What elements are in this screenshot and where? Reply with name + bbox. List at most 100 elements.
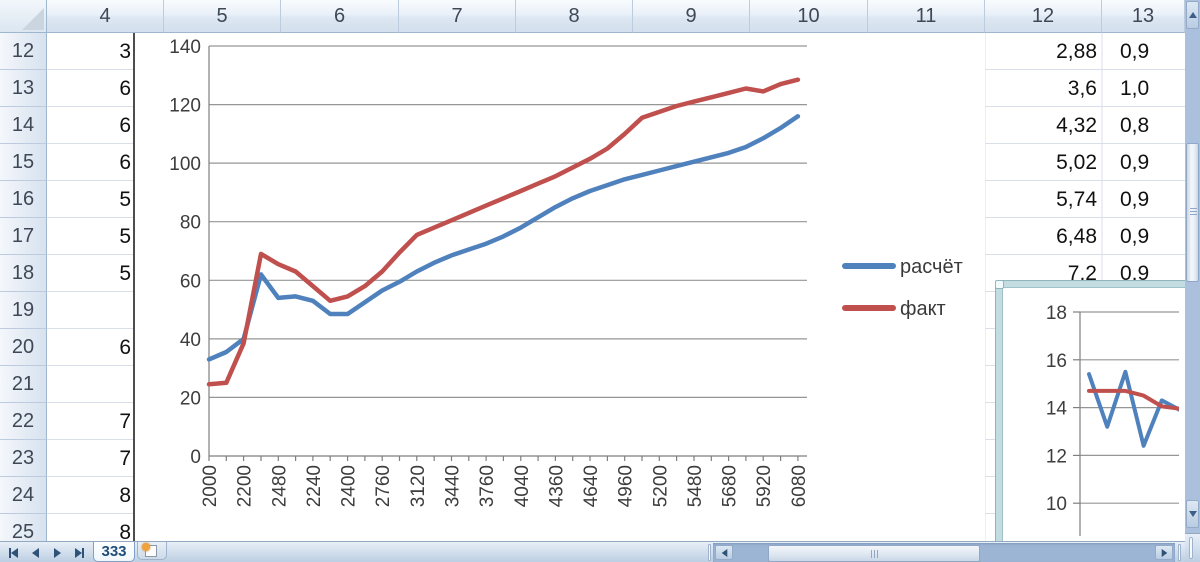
sheet-tab-bar: 333 <box>0 541 1185 562</box>
column-header-12[interactable]: 12 <box>985 0 1102 33</box>
vertical-scroll-thumb[interactable] <box>1186 143 1199 282</box>
row-header-16[interactable]: 16 <box>0 181 47 218</box>
next-sheet-button[interactable] <box>48 545 67 560</box>
row-header-14[interactable]: 14 <box>0 107 47 144</box>
x-axis-tick-label: 3760 <box>477 465 498 507</box>
row-header-12[interactable]: 12 <box>0 33 47 70</box>
cell-col12-row12[interactable]: 2,88 <box>1056 39 1097 63</box>
scroll-down-button[interactable] <box>1186 500 1199 528</box>
vertical-scrollbar[interactable] <box>1185 0 1200 562</box>
column-header-7[interactable]: 7 <box>399 0 516 33</box>
row-header-15[interactable]: 15 <box>0 144 47 181</box>
scroll-up-button[interactable] <box>1186 1 1199 29</box>
cell-col13-row16[interactable]: 0,9 <box>1120 187 1150 211</box>
first-sheet-button[interactable] <box>4 545 23 560</box>
tab-scroll-splitter[interactable] <box>708 544 711 561</box>
x-axis-tick-label: 2240 <box>304 465 325 507</box>
scroll-right-button[interactable] <box>1155 545 1173 560</box>
last-sheet-button[interactable] <box>70 545 89 560</box>
cell-col13-row13[interactable]: 1,0 <box>1120 76 1150 100</box>
row-header-24[interactable]: 24 <box>0 477 47 514</box>
y-axis-tick-label: 0 <box>190 447 201 468</box>
x-axis-tick-label: 2400 <box>339 465 360 507</box>
legend-label-расчёт: расчёт <box>900 256 963 278</box>
arrow-down-icon <box>1188 511 1197 517</box>
cell-col12-row16[interactable]: 5,74 <box>1056 187 1097 211</box>
cell-col12-row13[interactable]: 3,6 <box>1067 76 1097 100</box>
cell-col4-row25[interactable]: 8 <box>119 520 131 544</box>
cell-col4-row17[interactable]: 5 <box>119 224 131 248</box>
new-sheet-star-icon <box>142 543 150 551</box>
cell-col12-row14[interactable]: 4,32 <box>1056 113 1097 137</box>
cell-col13-row17[interactable]: 0,9 <box>1120 224 1150 248</box>
cell-col4-row12[interactable]: 3 <box>119 39 131 63</box>
y-axis-tick-label: 140 <box>169 37 201 58</box>
main-chart[interactable]: 0 20 40 60 80 100 120 140 2000 2200 2480 2240 2400 27… <box>133 33 985 541</box>
x-axis-tick-label: 5480 <box>685 465 706 507</box>
chart-selection-handle[interactable] <box>995 280 1004 289</box>
insert-worksheet-tab[interactable] <box>137 542 167 560</box>
cell-col13-row12[interactable]: 0,9 <box>1120 39 1150 63</box>
column-header-5[interactable]: 5 <box>164 0 281 33</box>
series-line-расчёт[interactable] <box>1087 369 1182 448</box>
column-header-9[interactable]: 9 <box>633 0 750 33</box>
x-axis-tick-label: 3120 <box>408 465 429 507</box>
cell-col4-row13[interactable]: 6 <box>119 76 131 100</box>
sheet-tab-label: 333 <box>101 543 127 560</box>
series-line-расчёт[interactable] <box>206 114 801 362</box>
row-header-22[interactable]: 22 <box>0 403 47 440</box>
cell-col13-row18[interactable]: 0,9 <box>1120 261 1150 285</box>
x-axis-tick-label: 5200 <box>650 465 671 507</box>
y-axis-tick-label: 16 <box>1046 351 1067 372</box>
vertical-split-handle[interactable] <box>1189 537 1193 559</box>
scroll-left-button[interactable] <box>715 545 733 560</box>
series-line-факт[interactable] <box>1087 388 1182 411</box>
column-header-8[interactable]: 8 <box>516 0 633 33</box>
cell-col13-row15[interactable]: 0,9 <box>1120 150 1150 174</box>
horizontal-scrollbar[interactable] <box>713 543 1175 562</box>
row-header-18[interactable]: 18 <box>0 255 47 292</box>
series-line-факт[interactable] <box>206 77 801 387</box>
y-axis-tick-label: 10 <box>1046 494 1067 515</box>
y-axis-tick-label: 60 <box>180 271 201 292</box>
secondary-chart[interactable]: 18161412108 <box>995 280 1200 562</box>
cell-col4-row22[interactable]: 7 <box>119 409 131 433</box>
sheet-tab-333[interactable]: 333 <box>93 542 135 562</box>
row-header-13[interactable]: 13 <box>0 70 47 107</box>
row-header-19[interactable]: 19 <box>0 292 47 329</box>
row-header-23[interactable]: 23 <box>0 440 47 477</box>
legend-label-факт: факт <box>900 298 946 320</box>
cell-col12-row15[interactable]: 5,02 <box>1056 150 1097 174</box>
cell-col4-row15[interactable]: 6 <box>119 150 131 174</box>
x-axis-tick-label: 2200 <box>235 465 256 507</box>
x-axis-tick-label: 4640 <box>581 465 602 507</box>
row-header-21[interactable]: 21 <box>0 366 47 403</box>
cell-col4-row18[interactable]: 5 <box>119 261 131 285</box>
column-header-4[interactable]: 4 <box>47 0 164 33</box>
prev-sheet-button[interactable] <box>26 545 45 560</box>
select-all-corner[interactable] <box>0 0 47 33</box>
column-header-11[interactable]: 11 <box>868 0 985 33</box>
secondary-chart-canvas: 18161412108 <box>1046 303 1182 562</box>
row-header-20[interactable]: 20 <box>0 329 47 366</box>
row-header-17[interactable]: 17 <box>0 218 47 255</box>
cell-col12-row18[interactable]: 7,2 <box>1067 261 1097 285</box>
y-axis-tick-label: 12 <box>1046 446 1067 467</box>
cell-col12-row17[interactable]: 6,48 <box>1056 224 1097 248</box>
y-axis-tick-label: 18 <box>1046 303 1067 324</box>
column-header-10[interactable]: 10 <box>750 0 868 33</box>
x-axis-tick-label: 4360 <box>546 465 567 507</box>
scrollbar-end-splitter <box>1178 544 1181 561</box>
cell-col4-row16[interactable]: 5 <box>119 187 131 211</box>
cell-col4-row14[interactable]: 6 <box>119 113 131 137</box>
horizontal-scroll-thumb[interactable] <box>768 545 980 562</box>
cell-col4-row23[interactable]: 7 <box>119 446 131 470</box>
cell-col13-row14[interactable]: 0,8 <box>1120 113 1150 137</box>
cell-col4-row24[interactable]: 8 <box>119 483 131 507</box>
x-axis-tick-label: 5680 <box>720 465 741 507</box>
column-header-6[interactable]: 6 <box>281 0 399 33</box>
column-header-13[interactable]: 13 <box>1102 0 1185 33</box>
cell-col4-row20[interactable]: 6 <box>119 335 131 359</box>
y-axis-tick-label: 80 <box>180 213 201 234</box>
x-axis-tick-label: 5920 <box>754 465 775 507</box>
